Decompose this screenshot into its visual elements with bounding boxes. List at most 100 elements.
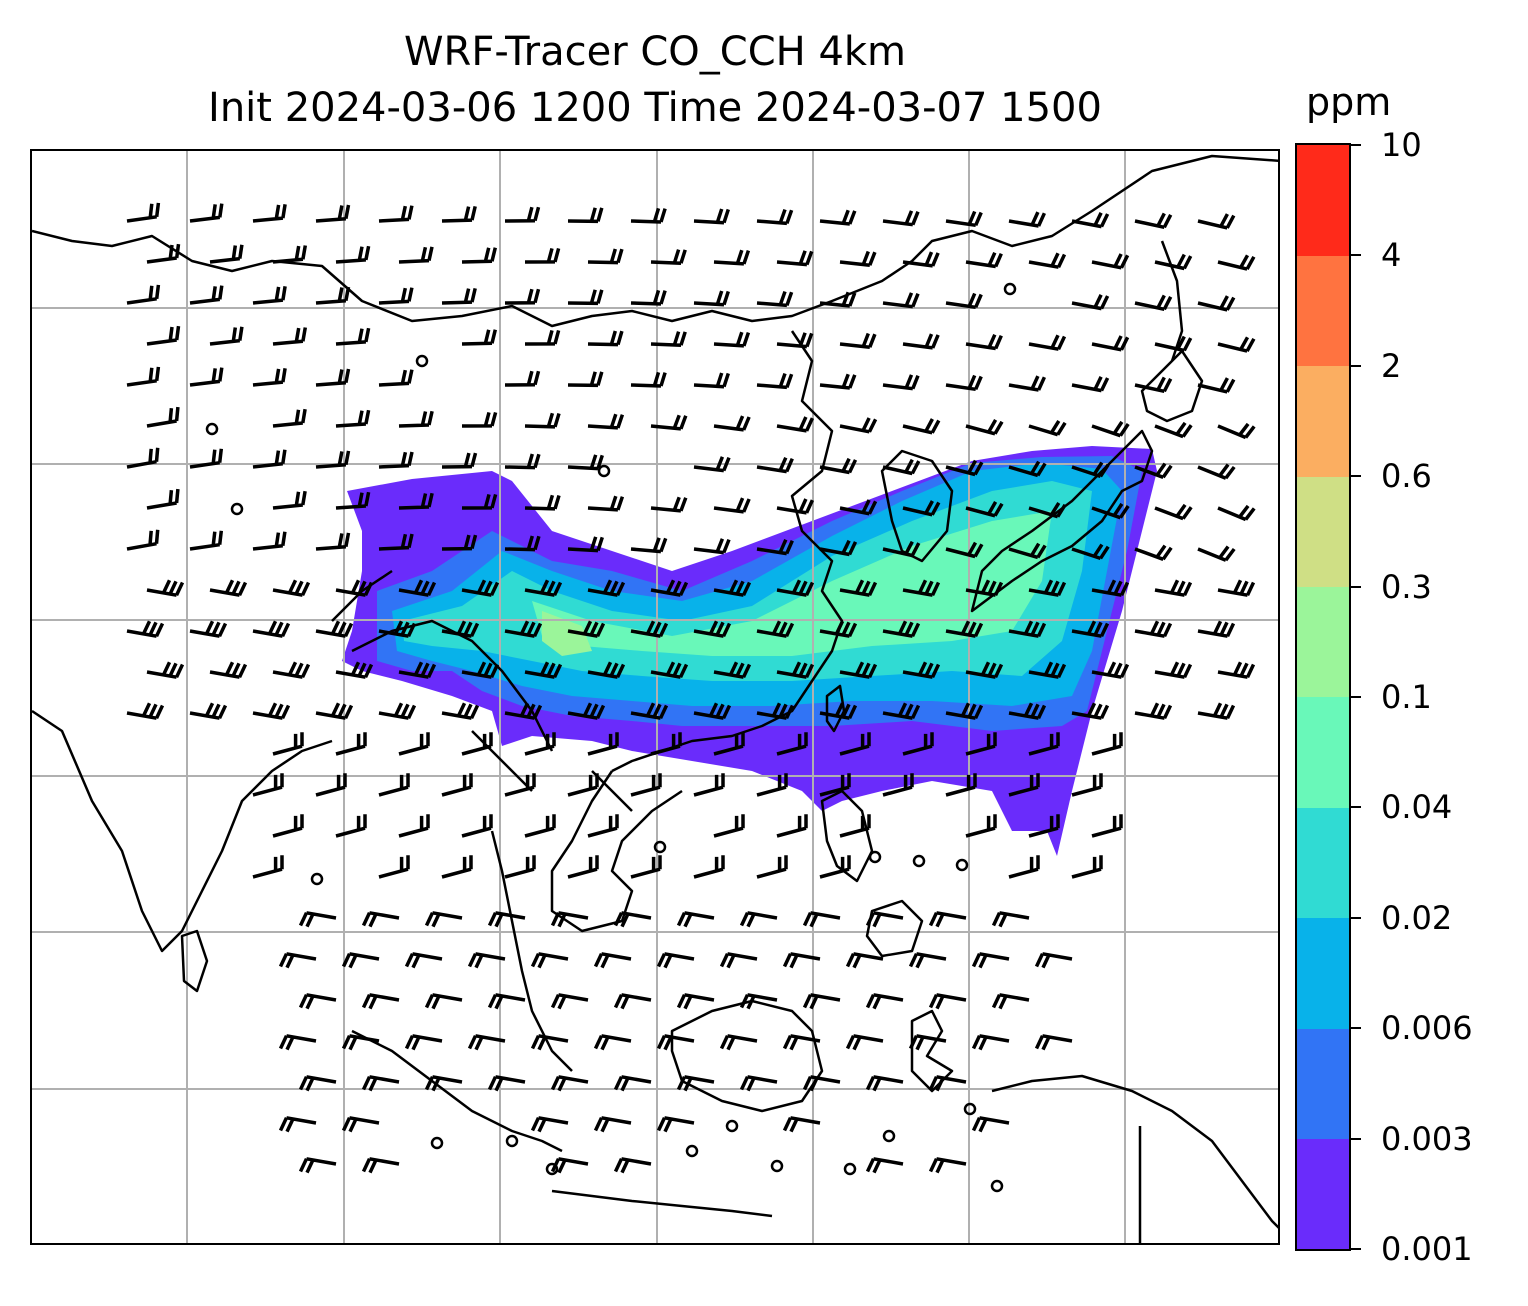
wind-barb: [298, 911, 337, 928]
wind-barb: [656, 1034, 695, 1051]
colorbar-segment: [1297, 255, 1349, 367]
wind-barb: [902, 418, 941, 435]
wind-barb: [971, 952, 1010, 969]
colorbar-tick-label: 0.1: [1381, 678, 1432, 716]
wind-barb: [189, 702, 228, 720]
calm-wind-circle: [430, 1136, 444, 1150]
wind-barb: [719, 1034, 758, 1051]
wind-barb: [1197, 620, 1236, 638]
wind-barb: [504, 620, 543, 638]
wind-barb: [278, 1034, 317, 1051]
taiwan: [825, 684, 846, 733]
wind-barb: [504, 773, 536, 797]
wind-barb: [902, 661, 941, 679]
wind-barb: [782, 1034, 821, 1051]
wind-barb: [524, 732, 556, 756]
wind-barb: [378, 702, 417, 720]
wind-barb: [424, 993, 463, 1010]
wind-barb: [461, 814, 493, 838]
colorbar-segment: [1297, 697, 1349, 808]
wind-barb: [524, 247, 561, 264]
wind-barb: [461, 329, 498, 346]
wind-barb: [693, 538, 731, 555]
wind-barb: [882, 292, 920, 309]
malay-peninsula: [490, 830, 573, 1072]
wind-barb: [189, 620, 228, 638]
wind-barb: [398, 579, 437, 597]
wind-barb: [676, 1075, 715, 1092]
wind-barb: [991, 993, 1030, 1010]
wind-barb: [524, 579, 563, 597]
wind-barb: [404, 952, 443, 969]
wind-barb: [756, 773, 788, 797]
wind-barb: [839, 661, 878, 679]
wind-barb: [1091, 579, 1130, 597]
wind-barb: [928, 993, 967, 1010]
sulawesi: [910, 1009, 954, 1093]
wind-barb: [209, 326, 244, 346]
calm-wind-circle: [843, 1162, 857, 1176]
wind-barb: [587, 413, 625, 430]
wind-barb: [802, 911, 841, 928]
chart-title: WRF-Tracer CO_CCH 4km: [403, 29, 907, 75]
chart-subtitle: Init 2024-03-06 1200 Time 2024-03-07 150…: [208, 85, 1102, 131]
wind-barb: [126, 702, 165, 720]
map-panel[interactable]: [30, 149, 1280, 1245]
wind-barb: [965, 579, 1004, 597]
colorbar-segment: [1297, 365, 1349, 477]
mainland-asia-coast: [32, 154, 1278, 328]
wind-barb: [965, 251, 1003, 269]
wind-barb: [1134, 544, 1173, 561]
wind-barb: [1028, 419, 1067, 437]
wind-barb: [945, 374, 983, 392]
wind-barb: [1071, 543, 1110, 561]
colorbar-segment: [1297, 1138, 1349, 1250]
wind-barb: [756, 456, 794, 474]
wind-barb: [398, 492, 434, 510]
wind-barb: [189, 367, 224, 387]
wind-barb: [252, 773, 284, 797]
wind-barb: [146, 661, 185, 679]
wind-barb: [593, 1116, 632, 1133]
japan-honshu: [970, 429, 1154, 613]
calm-wind-circle: [415, 354, 429, 368]
wind-barb: [146, 243, 181, 264]
colorbar-tick: [1351, 475, 1361, 478]
wind-barb: [378, 369, 414, 387]
wind-barb: [756, 702, 795, 720]
wind-barb: [650, 579, 689, 597]
wind-barb: [441, 452, 478, 469]
wind-barb: [530, 952, 569, 969]
wind-barb: [361, 911, 400, 928]
wind-barb: [315, 702, 354, 720]
wind-barb: [1028, 661, 1067, 679]
wind-barb: [404, 1034, 443, 1051]
wind-barb: [593, 952, 632, 969]
wind-barb: [945, 210, 983, 228]
wind-barb: [1071, 461, 1110, 479]
wind-barb: [630, 537, 668, 554]
wind-barb: [1197, 377, 1236, 394]
wind-barb: [739, 993, 778, 1010]
wind-barb: [819, 457, 858, 475]
wind-barb: [398, 246, 434, 264]
wind-barb: [461, 493, 498, 510]
wind-barb: [776, 814, 808, 838]
wind-barb: [819, 773, 851, 797]
wind-barb: [461, 579, 500, 597]
wind-barb: [441, 855, 473, 879]
japan-hokkaido: [1140, 349, 1204, 423]
wind-barb: [361, 1075, 400, 1092]
wind-barb: [839, 732, 871, 756]
wind-barb: [865, 1075, 904, 1092]
wind-barb: [504, 206, 541, 223]
wind-barb: [315, 450, 351, 469]
wind-barb: [776, 579, 815, 597]
wind-barb: [567, 536, 604, 553]
wind-barb: [693, 208, 730, 225]
colorbar: [1295, 143, 1351, 1251]
wind-barb: [756, 538, 794, 556]
wind-barb: [298, 993, 337, 1010]
new-guinea: [991, 1074, 1278, 1229]
wind-barb: [1217, 661, 1256, 679]
